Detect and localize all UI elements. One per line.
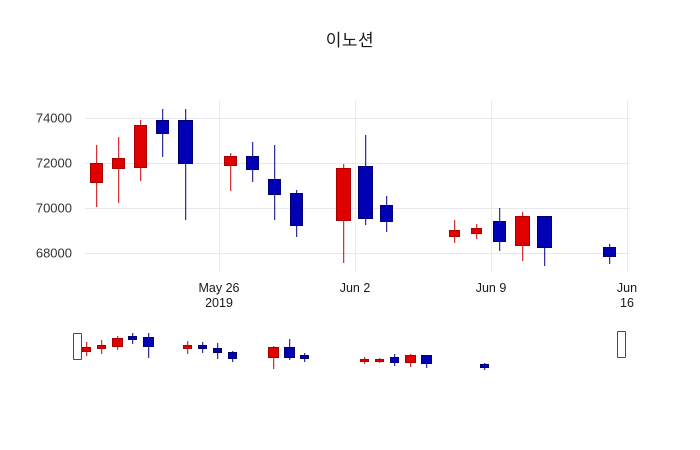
candle-body: [290, 193, 303, 226]
x-tick-label: Jun 16: [616, 281, 638, 310]
mini-candle-body: [421, 355, 432, 364]
mini-candlestick[interactable]: [284, 325, 295, 380]
mini-candlestick[interactable]: [268, 325, 279, 380]
gridline-vertical: [627, 100, 628, 272]
candlestick[interactable]: [380, 100, 393, 272]
candle-body: [90, 163, 103, 183]
gridline-horizontal: [85, 208, 630, 209]
x-axis: May 26 2019 Jun 2 Jun 9 Jun 16: [85, 281, 638, 317]
candle-wick: [184, 109, 187, 220]
mini-candle-body: [213, 348, 222, 353]
mini-candlestick[interactable]: [300, 325, 309, 380]
mini-candle-body: [143, 337, 154, 347]
mini-candle-body: [112, 338, 123, 347]
candle-wick: [229, 153, 232, 191]
mini-candle-body: [128, 336, 137, 340]
range-start-handle[interactable]: [73, 333, 82, 360]
x-tick-label: Jun 2: [339, 281, 371, 295]
candlestick[interactable]: [246, 100, 259, 272]
candlestick[interactable]: [358, 100, 373, 272]
range-end-handle[interactable]: [617, 331, 626, 358]
gridline-horizontal: [85, 253, 630, 254]
mini-candle-body: [405, 355, 416, 363]
candlestick[interactable]: [493, 100, 506, 272]
candle-body: [471, 228, 482, 234]
candle-body: [537, 216, 552, 248]
mini-candle-body: [375, 359, 384, 362]
mini-candlestick[interactable]: [128, 325, 137, 380]
mini-candlestick[interactable]: [390, 325, 399, 380]
mini-candlestick[interactable]: [375, 325, 384, 380]
y-tick-label: 68000: [35, 245, 72, 261]
candlestick[interactable]: [290, 100, 303, 272]
candlestick[interactable]: [156, 100, 169, 272]
gridline-vertical: [355, 100, 356, 272]
mini-candle-body: [390, 357, 399, 363]
mini-candlestick[interactable]: [97, 325, 106, 380]
mini-candlestick[interactable]: [112, 325, 123, 380]
candlestick[interactable]: [112, 100, 125, 272]
candle-body: [134, 125, 147, 168]
candle-body: [246, 156, 259, 170]
candle-body: [358, 166, 373, 219]
mini-candle-body: [228, 352, 237, 359]
y-tick-label: 72000: [35, 155, 72, 171]
candlestick[interactable]: [178, 100, 193, 272]
candlestick[interactable]: [471, 100, 482, 272]
mini-candle-body: [284, 347, 295, 358]
candlestick[interactable]: [537, 100, 552, 272]
mini-candlestick[interactable]: [82, 325, 91, 380]
y-axis: 74000 72000 70000 68000: [14, 100, 72, 272]
mini-candlestick[interactable]: [198, 325, 207, 380]
mini-candle-body: [97, 345, 106, 349]
candle-body: [336, 168, 351, 221]
candle-body: [515, 216, 530, 246]
mini-candle-body: [480, 364, 489, 368]
y-tick-label: 70000: [35, 200, 72, 216]
candlestick[interactable]: [224, 100, 237, 272]
mini-candlestick[interactable]: [421, 325, 432, 380]
mini-candlestick[interactable]: [405, 325, 416, 380]
mini-candlestick[interactable]: [360, 325, 369, 380]
mini-candle-body: [82, 347, 91, 352]
mini-candlestick[interactable]: [228, 325, 237, 380]
mini-candlestick[interactable]: [213, 325, 222, 380]
candle-body: [112, 158, 125, 169]
candle-wick: [117, 137, 120, 203]
range-selector-overview[interactable]: [60, 325, 640, 380]
mini-candlestick[interactable]: [183, 325, 192, 380]
candlestick[interactable]: [90, 100, 103, 272]
candlestick[interactable]: [134, 100, 147, 272]
gridline-horizontal: [85, 163, 630, 164]
candlestick[interactable]: [449, 100, 460, 272]
candle-body: [224, 156, 237, 166]
gridline-horizontal: [85, 118, 630, 119]
candlestick[interactable]: [336, 100, 351, 272]
gridline-vertical: [491, 100, 492, 272]
mini-candle-body: [183, 345, 192, 349]
mini-candlestick[interactable]: [143, 325, 154, 380]
mini-candle-body: [198, 345, 207, 349]
x-tick-label: May 26 2019: [198, 281, 240, 310]
mini-candlestick[interactable]: [480, 325, 489, 380]
mini-candle-body: [360, 359, 369, 362]
y-tick-label: 74000: [35, 110, 72, 126]
page-title: 이노션: [325, 31, 375, 50]
x-tick-label: Jun 9: [475, 281, 507, 295]
candlestick[interactable]: [603, 100, 616, 272]
candle-body: [603, 247, 616, 257]
candle-body: [449, 230, 460, 237]
candlestick[interactable]: [268, 100, 281, 272]
candle-body: [156, 120, 169, 134]
main-candlestick-plot: [85, 100, 630, 272]
candle-body: [380, 205, 393, 222]
candle-body: [268, 179, 281, 195]
candle-body: [178, 120, 193, 164]
candlestick[interactable]: [515, 100, 530, 272]
gridline-vertical: [219, 100, 220, 272]
mini-candle-body: [268, 347, 279, 358]
mini-candle-body: [300, 355, 309, 359]
candle-body: [493, 221, 506, 242]
